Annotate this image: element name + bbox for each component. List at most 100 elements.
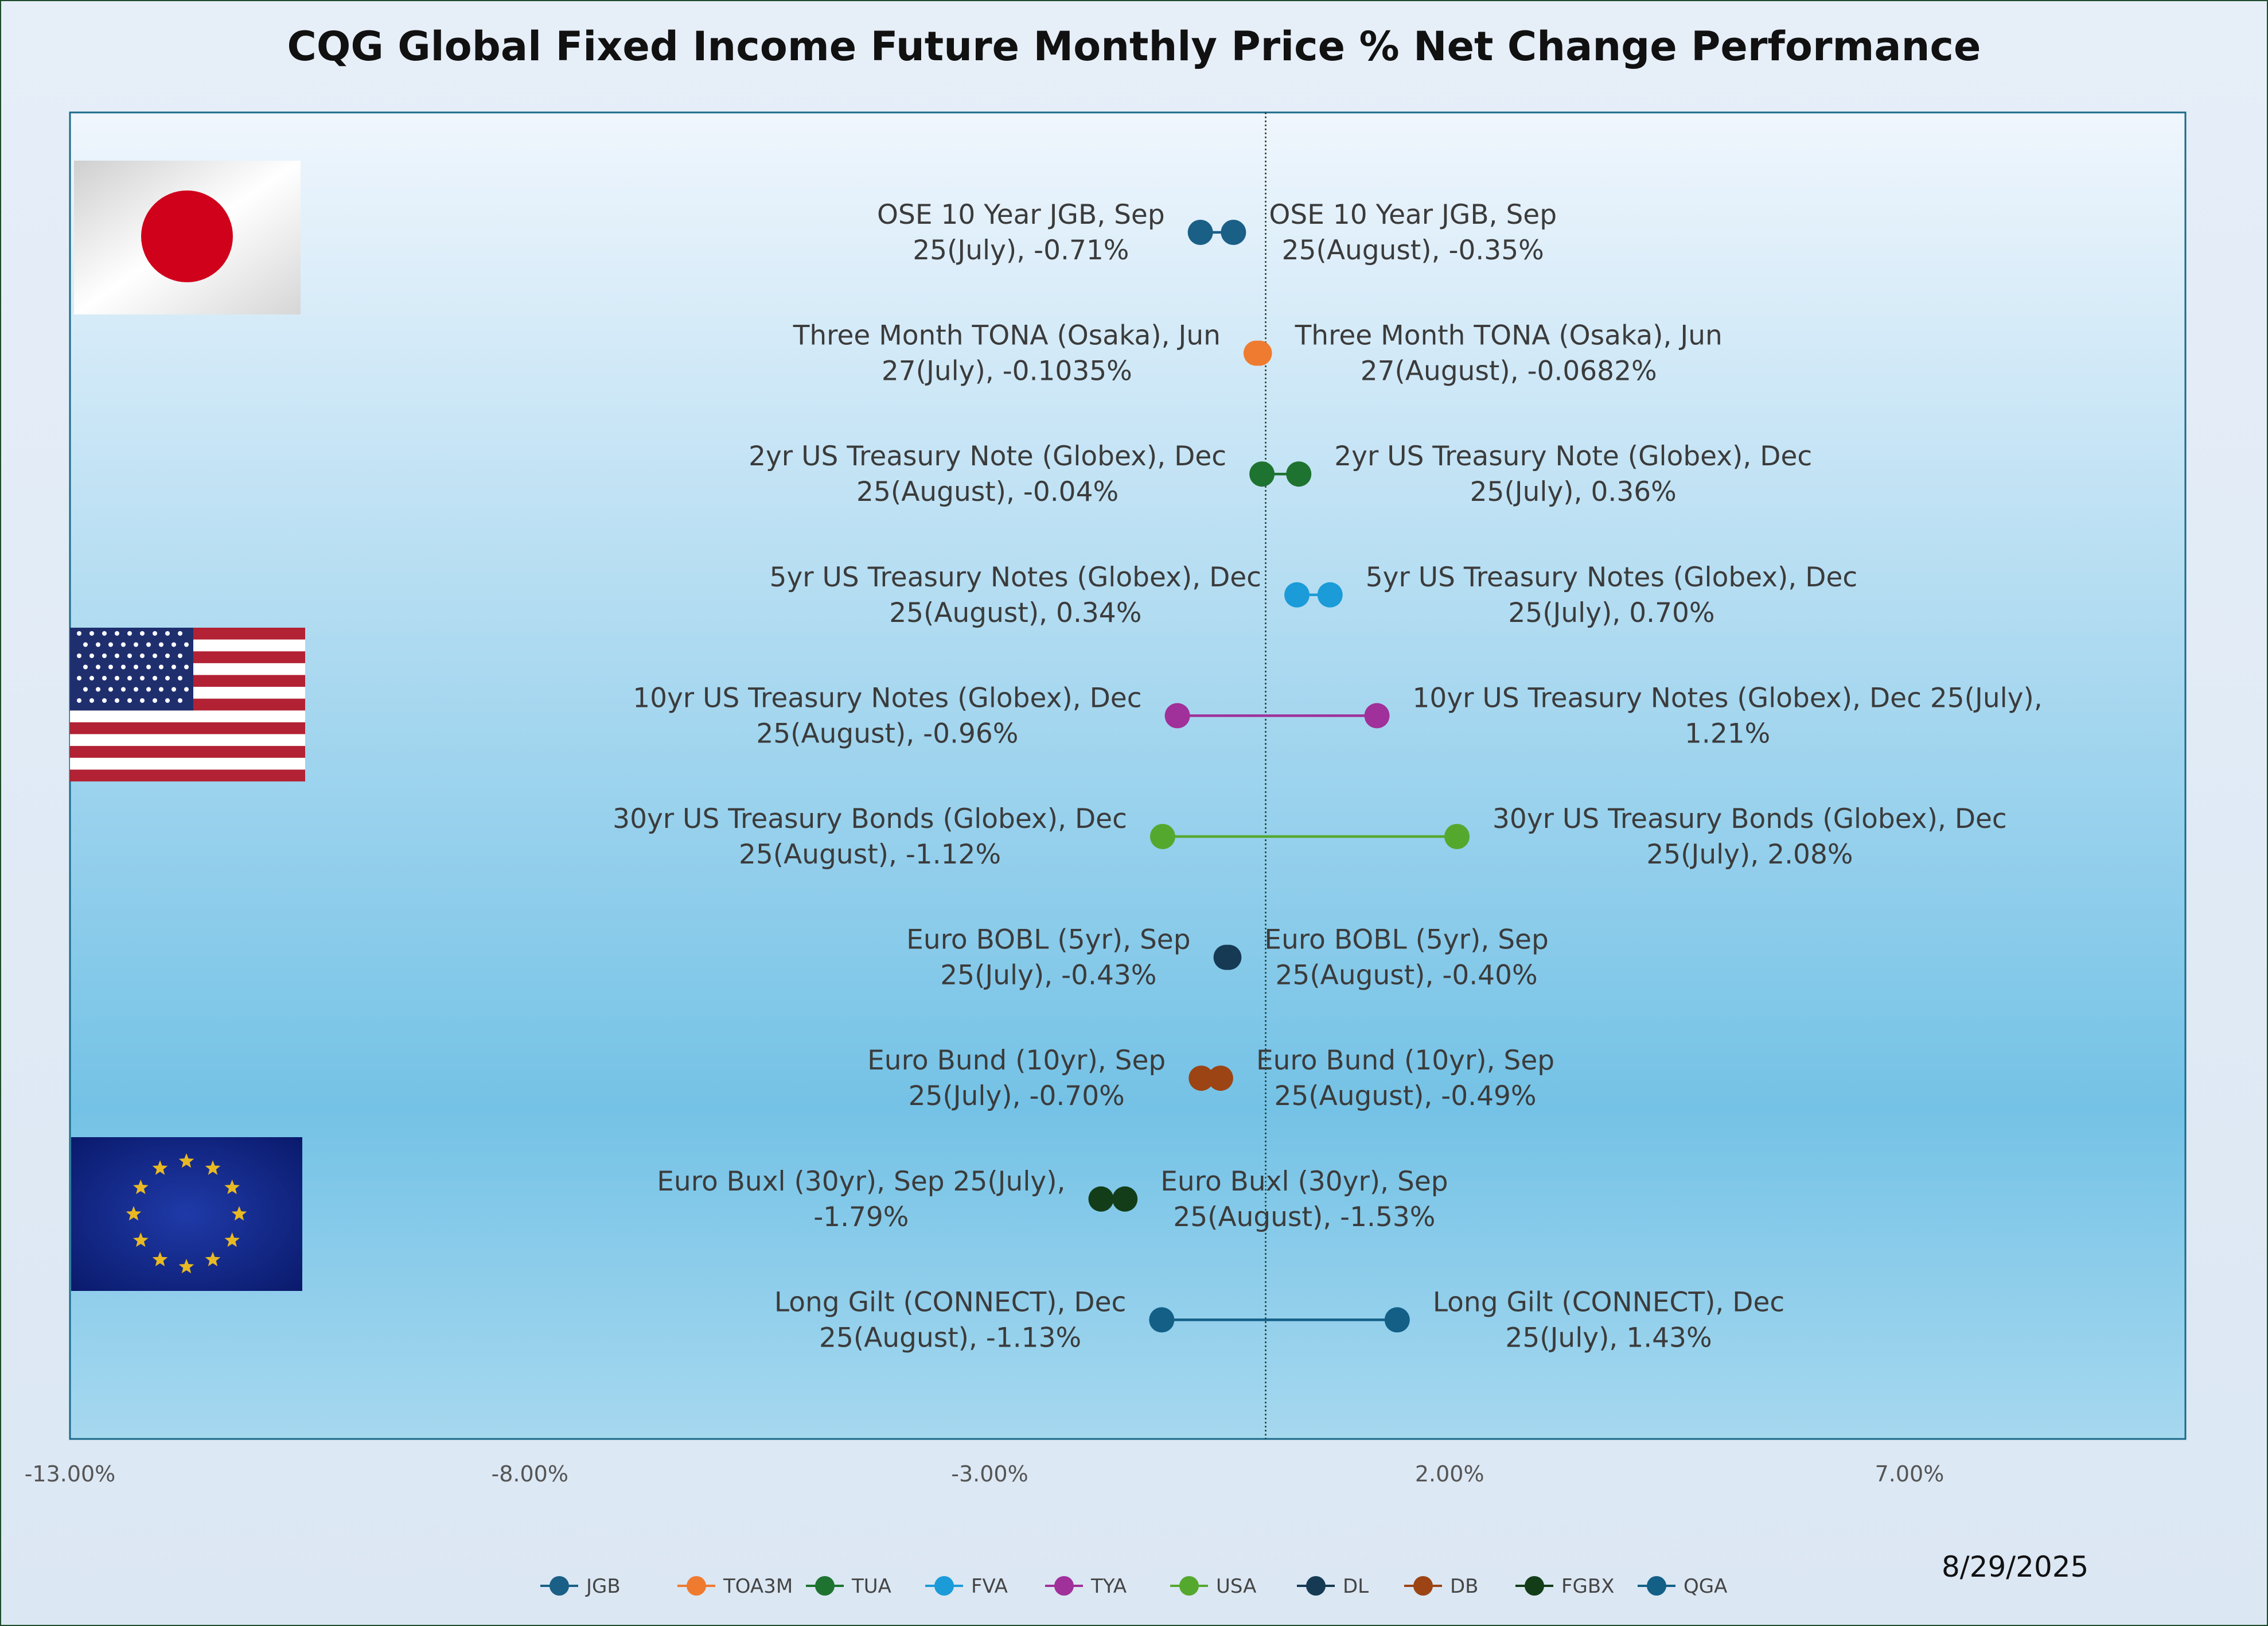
data-label-right-line: Euro BOBL (5yr), Sep: [1264, 924, 1548, 956]
data-label-right-line: 25(July), 1.43%: [1505, 1322, 1712, 1353]
data-label-left-line: 25(August), -1.13%: [819, 1322, 1081, 1353]
usa-flag-star: [77, 631, 81, 636]
x-tick-label: -8.00%: [492, 1461, 568, 1487]
legend-label: TYA: [1090, 1575, 1127, 1598]
data-point-fva-august: [1284, 582, 1310, 608]
data-point-db-july: [1188, 1065, 1214, 1091]
eu-flag-star: [205, 1160, 221, 1175]
data-point-usa-august: [1149, 824, 1175, 849]
eu-flag-star: [133, 1232, 149, 1247]
usa-flag-star: [77, 676, 81, 680]
usa-flag-star: [127, 698, 132, 703]
eu-flag-star: [231, 1206, 247, 1221]
usa-flag-star: [146, 664, 151, 670]
data-label-left-dl: Euro BOBL (5yr), Sep 25(July), -0.43%: [906, 924, 1190, 991]
data-label-left-line: 25(July), -0.70%: [909, 1080, 1125, 1112]
data-point-toa3m-august: [1246, 340, 1272, 366]
usa-flag-star: [77, 698, 81, 703]
data-point-db-august: [1207, 1065, 1233, 1091]
data-point-dl-august: [1216, 944, 1242, 970]
data-label-left-fva: 5yr US Treasury Notes (Globex), Dec 25(Au…: [770, 562, 1261, 629]
data-label-right-line: 25(July), 2.08%: [1646, 839, 1853, 870]
data-label-left-line: Euro Buxl (30yr), Sep 25(July),: [657, 1166, 1065, 1197]
data-label-left-db: Euro Bund (10yr), Sep 25(July), -0.70%: [867, 1045, 1166, 1112]
data-label-left-fgbx: Euro Buxl (30yr), Sep 25(July), -1.79%: [657, 1166, 1065, 1233]
usa-flag-star: [102, 698, 107, 703]
eu-flag-star: [205, 1251, 221, 1266]
x-tick-label: 2.00%: [1415, 1461, 1484, 1487]
data-point-tua-july: [1286, 461, 1312, 487]
usa-flag-star: [96, 642, 100, 647]
data-label-right-db: Euro Bund (10yr), Sep 25(August), -0.49%: [1256, 1045, 1554, 1112]
legend-swatch-marker: [550, 1576, 569, 1596]
eu-flag-star: [224, 1232, 240, 1247]
data-label-right-line: 25(August), -0.35%: [1282, 235, 1544, 266]
usa-flag-stripe: [70, 746, 305, 758]
legend-label: QGA: [1684, 1575, 1727, 1598]
data-label-right-tya: 10yr US Treasury Notes (Globex), Dec 25(…: [1413, 682, 2043, 749]
data-label-left-line: 30yr US Treasury Bonds (Globex), Dec: [613, 803, 1127, 835]
usa-flag-star: [178, 631, 182, 636]
date-stamp: 8/29/2025: [1942, 1550, 2089, 1584]
usa-flag-star: [172, 687, 176, 692]
usa-flag-star: [89, 631, 94, 636]
data-point-qga-august: [1149, 1307, 1175, 1333]
legend-item-toa3m: TOA3M: [677, 1575, 793, 1598]
data-point-qga-july: [1384, 1307, 1410, 1333]
legend-label: FVA: [971, 1575, 1008, 1598]
usa-flag-star: [184, 642, 189, 647]
legend-item-tya: TYA: [1045, 1575, 1127, 1598]
data-point-usa-july: [1444, 824, 1470, 849]
usa-flag-star: [127, 653, 132, 658]
data-label-right-line: 30yr US Treasury Bonds (Globex), Dec: [1492, 803, 2007, 835]
usa-flag-star: [159, 664, 163, 670]
data-label-right-line: 5yr US Treasury Notes (Globex), Dec: [1366, 562, 1857, 593]
data-label-right-qga: Long Gilt (CONNECT), Dec 25(July), 1.43%: [1433, 1286, 1784, 1353]
data-point-jgb-august: [1221, 220, 1246, 245]
legend-swatch-marker: [1647, 1576, 1666, 1596]
usa-flag-canton: [70, 628, 193, 711]
usa-flag-star: [140, 676, 145, 680]
usa-flag-star: [83, 642, 88, 647]
usa-flag-star: [134, 642, 138, 647]
data-label-left-tya: 10yr US Treasury Notes (Globex), Dec 25(A…: [633, 682, 1141, 749]
data-label-left-line: 25(August), -0.04%: [856, 476, 1119, 508]
x-tick-label: 7.00%: [1875, 1461, 1944, 1487]
data-point-fgbx-july: [1088, 1186, 1114, 1212]
legend-label: TOA3M: [723, 1575, 793, 1598]
data-label-left-line: 27(July), -0.1035%: [882, 356, 1132, 387]
usa-flag-star: [172, 642, 176, 647]
japan-flag: [74, 161, 301, 314]
usa-flag-star: [153, 653, 157, 658]
usa-flag-star: [178, 698, 182, 703]
data-label-left-line: 25(July), -0.71%: [913, 235, 1129, 266]
x-tick-label: -3.00%: [951, 1461, 1028, 1487]
data-label-left-line: OSE 10 Year JGB, Sep: [877, 199, 1165, 231]
legend-swatch-marker: [1054, 1576, 1074, 1596]
usa-flag-star: [77, 653, 81, 658]
data-label-right-line: 25(August), -0.49%: [1274, 1080, 1536, 1112]
legend-item-fva: FVA: [925, 1575, 1008, 1598]
data-label-left-line: 25(August), -1.12%: [739, 839, 1001, 870]
usa-flag-star: [121, 664, 126, 670]
data-label-left-line: Three Month TONA (Osaka), Jun: [793, 320, 1221, 352]
usa-flag-star: [134, 687, 138, 692]
usa-flag-star: [108, 687, 113, 692]
usa-flag-star: [83, 687, 88, 692]
usa-flag-star: [146, 687, 151, 692]
eu-flag-star: [224, 1180, 240, 1195]
data-label-right-line: 27(August), -0.0682%: [1361, 356, 1657, 387]
data-point-fgbx-august: [1112, 1186, 1138, 1212]
usa-flag-star: [96, 687, 100, 692]
usa-flag-star: [102, 631, 107, 636]
usa-flag-star: [165, 698, 170, 703]
legend-swatch-marker: [687, 1576, 706, 1596]
eu-flag-star: [133, 1180, 149, 1195]
data-label-left-line: 25(July), -0.43%: [940, 960, 1156, 991]
usa-flag-stripe: [70, 722, 305, 735]
data-label-right-fgbx: Euro Buxl (30yr), Sep 25(August), -1.53%: [1160, 1166, 1448, 1233]
usa-flag-star: [115, 653, 119, 658]
usa-flag-stripe: [70, 734, 305, 746]
legend-label: FGBX: [1561, 1575, 1615, 1598]
usa-flag-star: [184, 687, 189, 692]
